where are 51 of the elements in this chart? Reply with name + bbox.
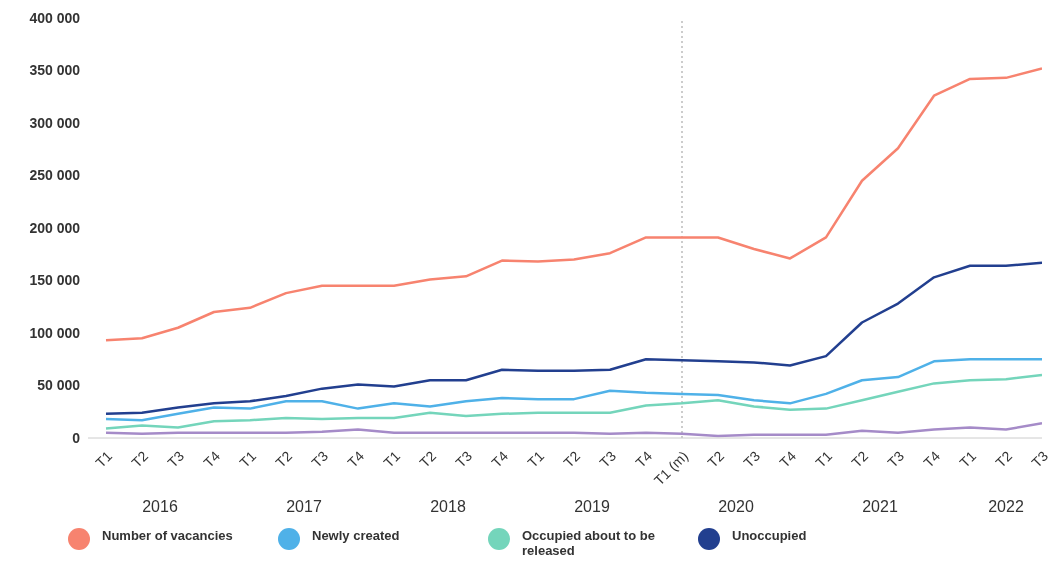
- legend-label: Occupied about to be released: [522, 528, 656, 558]
- x-tick-label: T3: [596, 447, 620, 471]
- text: 2017: [286, 498, 322, 516]
- x-tick-label: T3: [164, 447, 188, 471]
- x-tick-label: T2: [272, 447, 296, 471]
- y-tick-label: 50 000: [37, 377, 81, 394]
- x-tick-label: T3: [452, 447, 476, 471]
- y-tick-label: 150 000: [29, 272, 81, 289]
- y-tick-label: 200 000: [29, 219, 81, 236]
- legend-label: Newly created: [312, 528, 401, 543]
- y-tick-label: 0: [72, 429, 81, 446]
- line-series: [104, 422, 1042, 438]
- y-tick-label: 300 000: [29, 114, 81, 131]
- y-tick-label: 350 000: [29, 62, 81, 79]
- x-tick-label: T2: [992, 447, 1016, 471]
- text: 2016: [142, 498, 178, 516]
- x-tick-label: T2: [848, 447, 872, 471]
- text: 2022: [988, 498, 1024, 516]
- x-tick-label: T2: [128, 447, 152, 471]
- x-tick-label: T3: [308, 447, 332, 471]
- x-tick-label: T1: [92, 447, 116, 471]
- line-series: [104, 358, 1042, 422]
- x-tick-label: T3: [884, 447, 908, 471]
- y-tick-label: 400 000: [29, 9, 81, 26]
- x-tick-label: T4: [488, 447, 512, 471]
- x-tick-label: T4: [200, 447, 224, 471]
- y-tick-label: 100 000: [29, 324, 81, 341]
- line-series: [104, 261, 1042, 416]
- x-tick-label: T4: [632, 447, 656, 471]
- x-tick-label: T4: [344, 447, 368, 471]
- x-tick-label: T2: [560, 447, 584, 471]
- x-tick-label: T1: [524, 447, 548, 471]
- line-series: [104, 67, 1042, 342]
- y-tick-label: 250 000: [29, 167, 81, 184]
- x-tick-label: T1: [236, 447, 260, 471]
- text: 2021: [862, 498, 898, 516]
- x-tick-label: T2: [416, 447, 440, 471]
- x-tick-label: T2: [704, 447, 728, 471]
- x-tick-label: T3: [1028, 447, 1052, 471]
- text: 2020: [718, 498, 754, 516]
- legend-label: Number of vacancies: [102, 528, 234, 543]
- text: 2019: [574, 498, 610, 516]
- legend-label: Unoccupied: [732, 528, 808, 543]
- x-tick-label: T3: [740, 447, 764, 471]
- text: 2018: [430, 498, 466, 516]
- line-series: [104, 373, 1042, 430]
- x-tick-label: T4: [920, 447, 944, 471]
- x-tick-label: T4: [776, 447, 800, 471]
- x-tick-label: T1: [956, 447, 980, 471]
- x-tick-label: T1: [812, 447, 836, 471]
- x-tick-label: T1: [380, 447, 404, 471]
